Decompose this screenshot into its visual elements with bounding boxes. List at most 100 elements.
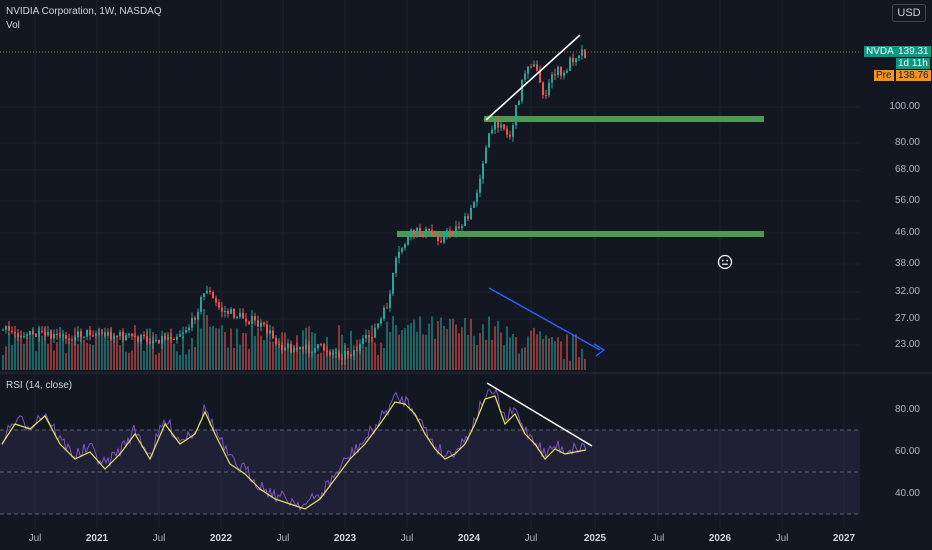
- price-candle: [443, 234, 445, 243]
- price-candle: [38, 330, 40, 337]
- price-candle: [80, 331, 82, 338]
- volume-bar: [350, 330, 352, 370]
- price-candle: [266, 324, 268, 334]
- volume-bar: [173, 343, 175, 370]
- volume-bar: [389, 331, 391, 370]
- price-candle: [281, 344, 283, 351]
- price-candle: [290, 343, 292, 353]
- volume-bar: [203, 308, 205, 370]
- price-candle: [314, 348, 316, 353]
- volume-bar: [161, 336, 163, 370]
- volume-bar: [539, 331, 541, 370]
- volume-bar: [188, 349, 190, 370]
- volume-bar: [107, 339, 109, 370]
- volume-bar: [371, 325, 373, 370]
- volume-bar: [167, 334, 169, 370]
- price-candle: [110, 331, 112, 340]
- price-candle: [389, 293, 391, 309]
- volume-bar: [482, 324, 484, 370]
- rsi-indicator-label[interactable]: RSI (14, close): [6, 380, 73, 391]
- volume-bar: [119, 345, 121, 370]
- volume-bar: [125, 351, 127, 370]
- volume-bar: [242, 332, 244, 370]
- price-candle: [119, 332, 121, 337]
- symbol-title[interactable]: NVIDIA Corporation, 1W, NASDAQ: [6, 6, 162, 17]
- price-candle: [23, 336, 25, 338]
- price-candle: [428, 228, 430, 231]
- price-candle: [353, 350, 355, 356]
- volume-bar: [419, 316, 421, 370]
- price-candle: [347, 351, 349, 355]
- price-candle: [53, 334, 55, 339]
- volume-bar: [338, 325, 340, 370]
- volume-bar: [449, 318, 451, 370]
- price-candle: [569, 57, 571, 71]
- volume-bar: [155, 354, 157, 370]
- price-candle: [254, 316, 256, 321]
- price-candle: [470, 207, 472, 219]
- volume-bar: [95, 336, 97, 370]
- price-candle: [500, 124, 502, 128]
- price-candle: [356, 350, 358, 352]
- price-candle: [506, 128, 508, 135]
- price-candle: [365, 335, 367, 339]
- volume-bar: [479, 333, 481, 370]
- volume-bar: [146, 328, 148, 370]
- currency-button[interactable]: USD: [892, 4, 926, 22]
- time-tick: 2021: [85, 533, 109, 544]
- time-tick: Jul: [28, 533, 42, 544]
- volume-bar: [476, 344, 478, 370]
- price-candle: [488, 133, 490, 148]
- volume-bar: [467, 334, 469, 370]
- price-candle: [464, 216, 466, 227]
- volume-bar: [257, 327, 259, 370]
- volume-bar: [236, 328, 238, 370]
- price-candle: [269, 330, 271, 334]
- volume-bar: [176, 351, 178, 370]
- premarket-price-tag: 138.76: [896, 70, 931, 81]
- price-candle: [524, 73, 526, 80]
- time-tick: Jul: [651, 533, 665, 544]
- volume-bar: [557, 337, 559, 370]
- volume-bar: [182, 335, 184, 370]
- price-candle: [575, 58, 577, 63]
- price-candle: [458, 226, 460, 229]
- price-candle: [482, 163, 484, 179]
- price-candle: [578, 55, 580, 59]
- price-candle: [14, 331, 16, 334]
- volume-bar: [218, 328, 220, 370]
- volume-indicator-label[interactable]: Vol: [6, 20, 20, 31]
- price-candle: [338, 352, 340, 358]
- price-candle: [293, 348, 295, 353]
- volume-bar: [404, 327, 406, 370]
- time-tick: Jul: [524, 533, 538, 544]
- volume-bar: [179, 354, 181, 370]
- price-candle: [560, 66, 562, 76]
- price-candle: [206, 290, 208, 294]
- volume-bar: [554, 341, 556, 370]
- price-candle: [128, 333, 130, 336]
- price-candle: [170, 336, 172, 340]
- price-candle: [65, 335, 67, 339]
- price-candle: [422, 233, 424, 237]
- volume-bar: [38, 327, 40, 370]
- neutral-face-icon[interactable]: [717, 254, 733, 270]
- price-candle: [2, 329, 4, 331]
- price-candle: [329, 352, 331, 355]
- price-candle: [509, 134, 511, 137]
- volume-bar: [317, 353, 319, 370]
- support-zone-lower: [397, 231, 764, 237]
- rsi-tick: 40.00: [894, 488, 920, 499]
- time-tick: Jul: [400, 533, 414, 544]
- volume-bar: [437, 321, 439, 370]
- price-candle: [449, 230, 451, 234]
- price-candle: [461, 226, 463, 229]
- price-candle: [302, 346, 304, 350]
- price-candle: [371, 337, 373, 339]
- volume-bar: [65, 353, 67, 370]
- volume-bar: [392, 316, 394, 370]
- price-candle: [518, 101, 520, 106]
- volume-bar: [347, 353, 349, 370]
